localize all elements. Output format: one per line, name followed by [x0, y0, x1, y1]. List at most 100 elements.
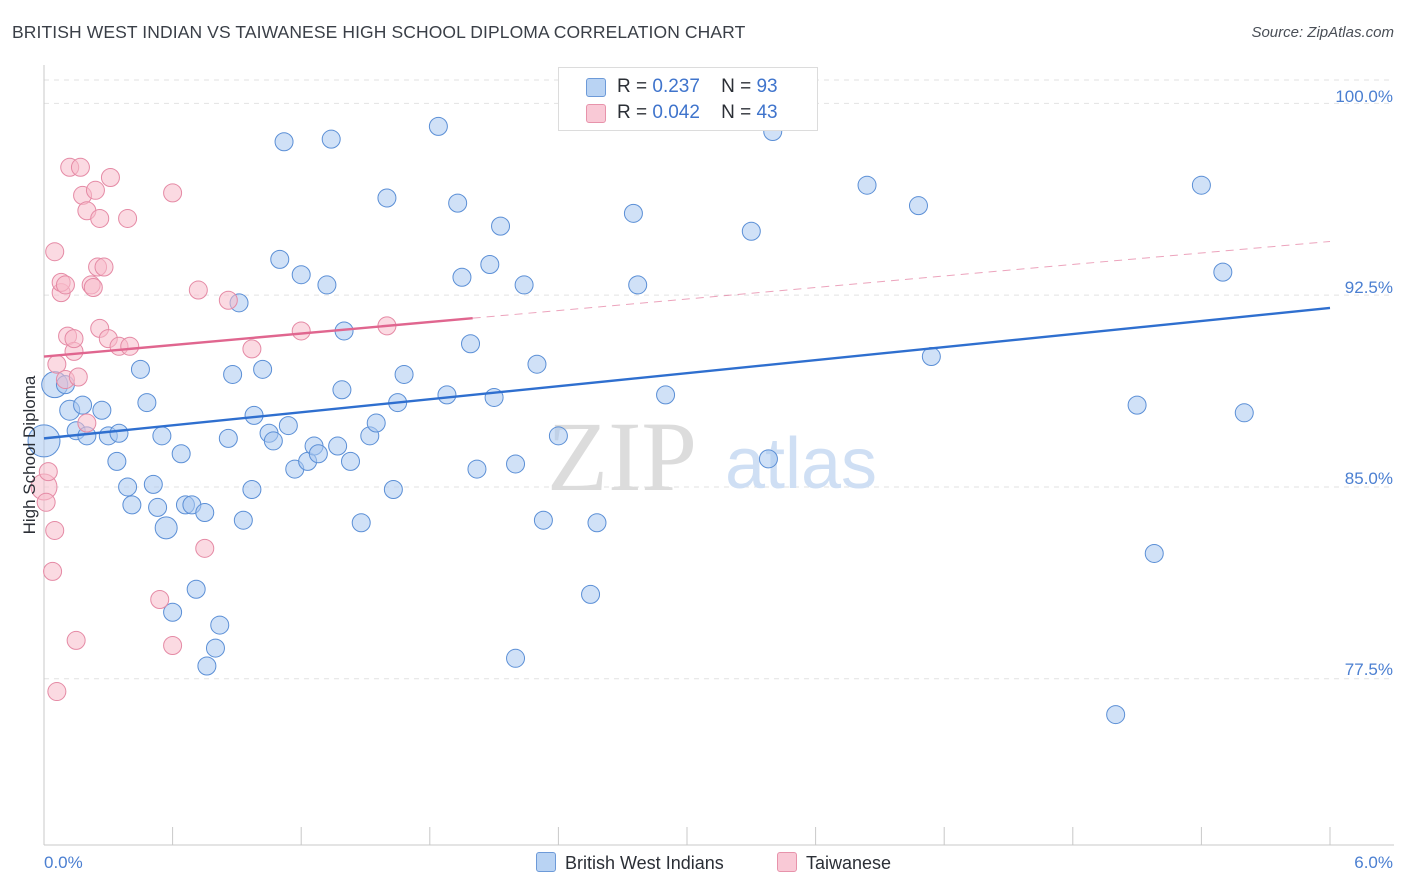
grid-lines [44, 79, 1394, 680]
blue-point [428, 116, 448, 136]
blue-point [461, 334, 481, 354]
legend-swatch-pink [586, 104, 606, 123]
blue-point [291, 265, 311, 285]
y-axis-label: High School Diploma [20, 375, 39, 535]
pink-point [150, 589, 170, 609]
blue-point [467, 459, 487, 479]
legend-label: Taiwanese [806, 853, 892, 873]
y-tick-92-5: 92.5% [1344, 278, 1393, 297]
blue-point [921, 347, 941, 367]
blue-point [122, 495, 142, 515]
blue-point [1213, 262, 1233, 282]
blue-point [527, 354, 547, 374]
blue-point [1127, 395, 1147, 415]
blue-point [27, 424, 61, 458]
r-value: 0.042 [652, 102, 700, 123]
pink-point [64, 329, 84, 349]
blue-point [73, 395, 93, 415]
pink-point [70, 157, 90, 177]
blue-point [448, 193, 468, 213]
blue-point [118, 477, 138, 497]
blue-point [1234, 403, 1254, 423]
blue-point [857, 175, 877, 195]
blue-point [340, 451, 360, 471]
blue-point [242, 480, 262, 500]
pink-point [85, 180, 105, 200]
blue-point [92, 400, 112, 420]
blue-point [548, 426, 568, 446]
blue-point [317, 275, 337, 295]
blue-point [506, 648, 526, 668]
legend-label: British West Indians [565, 853, 724, 873]
blue-point [308, 444, 328, 464]
r-value: 0.237 [652, 76, 700, 97]
legend-swatch-pink [777, 852, 797, 872]
pink-point [68, 367, 88, 387]
watermark-atlas: atlas [725, 424, 877, 504]
pink-point [218, 290, 238, 310]
blue-point [587, 513, 607, 533]
pink-point [66, 630, 86, 650]
legend-swatch-blue [536, 852, 556, 872]
blue-point [506, 454, 526, 474]
blue-point [628, 275, 648, 295]
blue-point [908, 196, 928, 216]
blue-point [328, 436, 348, 456]
pink-point [100, 168, 120, 188]
blue-point [154, 516, 178, 540]
pink-point [188, 280, 208, 300]
blue-point [1144, 543, 1164, 563]
pink-point [118, 208, 138, 228]
blue-point [741, 221, 761, 241]
pink-point [195, 538, 215, 558]
blue-point [656, 385, 676, 405]
blue-point [148, 497, 168, 517]
legend-item-taiwanese[interactable]: Taiwanese [777, 852, 891, 874]
pink-point [43, 561, 63, 581]
blue-point [351, 513, 371, 533]
blue-point [480, 254, 500, 274]
legend-item-british-west-indians[interactable]: British West Indians [536, 852, 724, 874]
n-label: N = [721, 102, 752, 123]
pink-point [291, 321, 311, 341]
blue-point [143, 474, 163, 494]
blue-point [218, 428, 238, 448]
chart-title: BRITISH WEST INDIAN VS TAIWANESE HIGH SC… [12, 22, 746, 42]
blue-point [152, 426, 172, 446]
blue-point [581, 584, 601, 604]
pink-point [163, 636, 183, 656]
watermark: ZIP atlas [547, 401, 877, 512]
blue-point [109, 423, 129, 443]
pink-point [45, 242, 65, 262]
blue-point [205, 638, 225, 658]
x-tick-max: 6.0% [1354, 853, 1393, 872]
r-label: R = [617, 76, 648, 97]
pink-trend-line [43, 316, 473, 358]
blue-point [623, 203, 643, 223]
legend-swatch-blue [586, 78, 606, 97]
blue-point [332, 380, 352, 400]
blue-point [1106, 705, 1126, 725]
pink-point [55, 275, 75, 295]
n-value: 93 [756, 76, 778, 97]
blue-point [233, 510, 253, 530]
pink-point [163, 183, 183, 203]
blue-point [1191, 175, 1211, 195]
pink-point [47, 682, 67, 702]
blue-point [377, 188, 397, 208]
pink-trend-extension [472, 240, 1331, 319]
pink-point [77, 413, 97, 433]
blue-trend-line [43, 306, 1331, 440]
blue-point [366, 413, 386, 433]
blue-point [263, 431, 283, 451]
blue-point [514, 275, 534, 295]
blue-point [163, 602, 183, 622]
blue-point [533, 510, 553, 530]
series-legend: British West Indians Taiwanese [0, 852, 1406, 878]
n-label: N = [721, 76, 752, 97]
data-points [27, 116, 1254, 725]
pink-point [45, 520, 65, 540]
y-tick-85: 85.0% [1344, 469, 1393, 488]
blue-point [491, 216, 511, 236]
